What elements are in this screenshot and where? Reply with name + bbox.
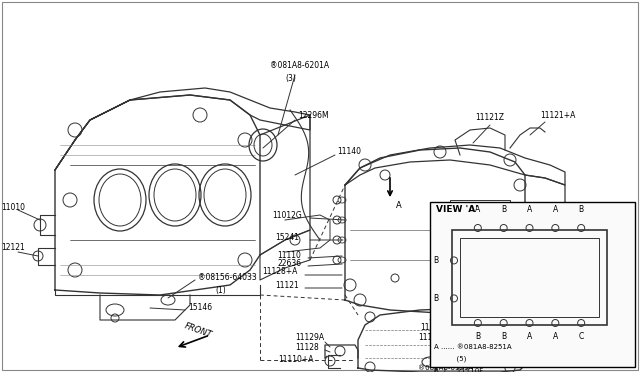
Text: 11128: 11128 [295,343,319,353]
Bar [460,238,599,317]
Text: C: C [579,332,584,341]
Bar [452,230,607,325]
Text: ®081A8-6121A: ®081A8-6121A [418,365,473,371]
Text: ®08121-0351E: ®08121-0351E [568,236,622,242]
Text: B: B [501,205,506,214]
Text: A ...... ®081A8-8251A: A ...... ®081A8-8251A [434,344,511,350]
Text: 11140: 11140 [337,148,361,157]
Text: 11012G: 11012G [272,211,301,219]
Text: 11128+A: 11128+A [262,267,298,276]
Text: .F:000<5: .F:000<5 [602,358,636,367]
Text: A: A [527,205,532,214]
Text: (2): (2) [573,264,583,270]
Text: B: B [501,332,506,341]
Text: 15146: 15146 [188,302,212,311]
Text: (5): (5) [434,356,467,362]
Text: FRONT: FRONT [183,322,213,340]
Text: 11121: 11121 [275,280,299,289]
Text: A: A [553,332,558,341]
Text: 12296M: 12296M [298,110,328,119]
Text: 11010: 11010 [1,202,25,212]
Text: ®081A8-850LA: ®081A8-850LA [568,207,623,213]
Text: 22636: 22636 [277,259,301,267]
Text: 11121+A: 11121+A [540,110,575,119]
Text: 11121Z: 11121Z [475,113,504,122]
Text: 11110+A: 11110+A [278,356,314,365]
Text: (1): (1) [573,248,583,254]
Text: VIEW 'A': VIEW 'A' [436,205,478,214]
Text: ®081A8-6201A: ®081A8-6201A [270,61,329,70]
Text: B: B [433,294,438,303]
Text: ®08156-64033: ®08156-64033 [198,273,257,282]
Text: 11251N: 11251N [420,324,450,333]
Text: (3): (3) [285,74,296,83]
Text: 11129A: 11129A [295,334,324,343]
Text: B ...... 11110F: B ...... 11110F [434,368,483,372]
Text: 11130E: 11130E [418,334,447,343]
Text: 11110: 11110 [277,250,301,260]
Text: ®08121-0351E: ®08121-0351E [568,252,622,258]
Text: A: A [553,205,558,214]
Text: B: B [579,205,584,214]
Bar [430,202,635,367]
Text: (1): (1) [215,286,226,295]
Text: 12121: 12121 [1,244,25,253]
Text: A: A [476,205,481,214]
Text: A: A [396,201,402,209]
Text: B: B [433,256,438,265]
Text: (10): (10) [432,355,447,361]
Text: 15241: 15241 [275,232,299,241]
Text: A: A [527,332,532,341]
Text: (1): (1) [573,219,583,225]
Text: B: B [476,332,481,341]
